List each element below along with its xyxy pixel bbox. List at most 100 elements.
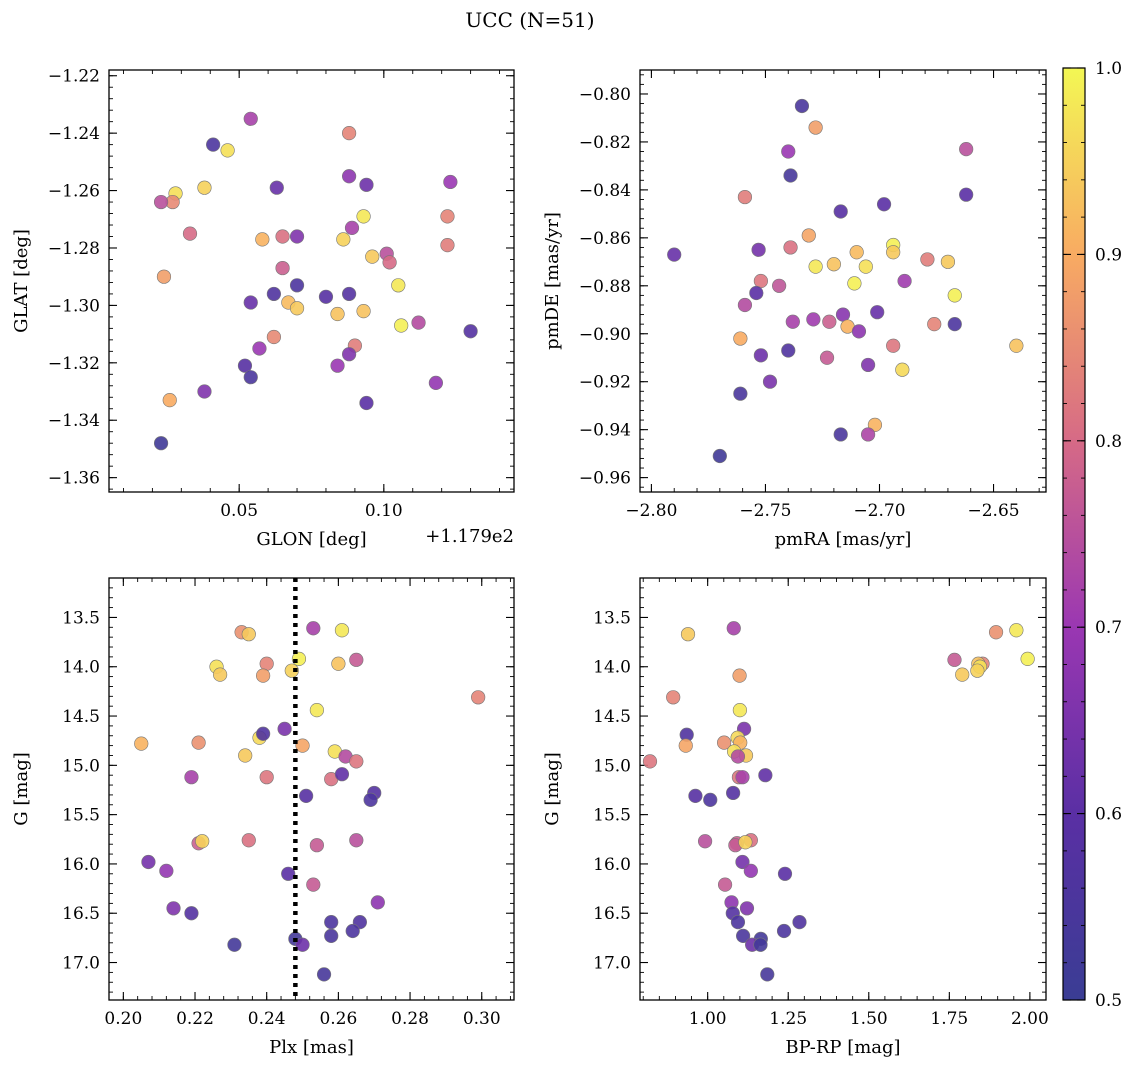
x-tick-label: 0.22: [176, 1009, 214, 1029]
x-tick-label: −2.65: [967, 501, 1019, 521]
scatter-point: [819, 350, 835, 365]
colorbar-tick-label: 0.5: [1095, 991, 1122, 1011]
scatter-point: [970, 663, 985, 678]
x-axis-label: GLON [deg]: [256, 529, 366, 550]
scatter-point: [959, 142, 974, 157]
y-tick-label: 15.0: [593, 756, 631, 776]
scatter-point: [667, 247, 682, 262]
scatter-point: [732, 703, 747, 718]
scatter-point: [334, 623, 350, 638]
y-tick-label: −1.22: [48, 67, 100, 87]
scatter-point: [732, 668, 747, 683]
y-tick-label: 15.5: [593, 806, 631, 826]
x-tick-label: 0.05: [220, 501, 258, 521]
scatter-point: [166, 901, 181, 916]
scatter-point: [826, 257, 841, 272]
scatter-point: [940, 254, 956, 269]
scatter-point: [220, 143, 235, 158]
scatter-point: [895, 362, 910, 377]
x-tick-label: −2.75: [739, 501, 791, 521]
scatter-point: [428, 375, 443, 391]
scatter-point: [391, 278, 406, 293]
scatter-point: [772, 278, 787, 293]
panel-bprp-g: 1.00 1.25 1.50 1.75 2.00 13.5 14.0 14.5 15.0 15.5…: [542, 577, 1049, 1058]
scatter-point: [753, 348, 768, 363]
colorbar-gradient: [1062, 67, 1086, 1001]
scatter-point: [920, 252, 935, 267]
x-tick-label: 0.24: [248, 1009, 286, 1029]
panel-pmra-pmde: −2.80 −2.75 −2.70 −2.65 −0.80 −0.82 −0.84 −0.86…: [542, 69, 1047, 550]
scatter-point: [259, 770, 274, 785]
scatter-point: [356, 304, 371, 319]
scatter-point: [758, 768, 773, 783]
scatter-point: [988, 625, 1004, 640]
scatter-point: [238, 748, 253, 763]
scatter-point: [349, 652, 364, 667]
y-tick-label: −0.96: [579, 469, 631, 489]
scatter-point: [835, 307, 851, 322]
y-tick-label: 14.0: [593, 658, 631, 678]
y-tick-label: −1.32: [48, 354, 100, 374]
scatter-point: [299, 788, 314, 804]
scatter-point: [259, 656, 274, 671]
x-tick-label: −2.80: [625, 501, 677, 521]
scatter-point: [295, 738, 310, 753]
scatter-point: [345, 923, 360, 939]
y-tick-label: 16.5: [62, 904, 100, 924]
scatter-point: [739, 901, 755, 916]
scatter-point: [737, 189, 753, 205]
scatter-point: [860, 427, 876, 442]
scatter-point: [277, 721, 292, 736]
scatter-point: [306, 877, 321, 892]
colorbar-tick-label: 0.8: [1095, 432, 1122, 452]
scatter-point: [678, 738, 693, 753]
y-tick-label: 17.0: [62, 954, 100, 974]
x-tick-label: 0.10: [365, 501, 403, 521]
y-tick-label: 13.5: [62, 608, 100, 628]
scatter-point: [184, 770, 199, 785]
scatter-point: [330, 358, 345, 373]
scatter-point: [783, 240, 798, 255]
scatter-point: [330, 306, 345, 322]
y-tick-label: 17.0: [593, 954, 631, 974]
y-tick-label: −1.26: [48, 182, 100, 202]
x-tick-label: 0.28: [391, 1009, 429, 1029]
scatter-point: [947, 288, 962, 303]
scatter-point: [359, 177, 374, 192]
scatter-point: [309, 838, 324, 853]
scatter-point: [241, 627, 256, 642]
scatter-point: [801, 228, 816, 243]
scatter-point: [726, 785, 741, 801]
colorbar: 0.5 0.6 0.7 0.8 0.9 1.0: [1062, 59, 1122, 1011]
scatter-point: [897, 273, 912, 289]
axes-frame: [639, 69, 1047, 493]
scatter-point: [783, 168, 798, 183]
scatter-point: [716, 735, 732, 750]
y-tick-label: −0.86: [579, 229, 631, 249]
scatter-point: [733, 331, 748, 346]
scatter-point: [275, 229, 290, 244]
scatter-point: [334, 767, 350, 782]
scatter-point: [324, 915, 339, 930]
x-offset-label: +1.179e2: [425, 526, 514, 547]
colorbar-tick-label: 0.7: [1095, 618, 1122, 638]
scatter-point: [324, 928, 339, 944]
scatter-point: [440, 209, 455, 224]
y-tick-label: −1.28: [48, 239, 100, 259]
scatter-point: [726, 621, 741, 636]
scatter-point: [197, 180, 212, 195]
scatter-point: [256, 726, 271, 741]
scatter-point: [370, 895, 385, 910]
scatter-point: [860, 357, 876, 373]
y-tick-label: −1.30: [48, 296, 100, 316]
scatter-point: [141, 854, 156, 870]
scatter-point: [227, 937, 242, 952]
scatter-point: [737, 297, 753, 313]
scatter-point: [153, 194, 169, 210]
scatter-point: [237, 358, 253, 373]
scatter-point: [833, 427, 848, 442]
panel-plx-g: 0.20 0.22 0.24 0.26 0.28 0.30 13.5 14.0 14.5 15.0…: [11, 577, 515, 1058]
scatter-point: [762, 374, 778, 389]
scatter-point: [382, 255, 397, 270]
scatter-point: [738, 835, 753, 850]
